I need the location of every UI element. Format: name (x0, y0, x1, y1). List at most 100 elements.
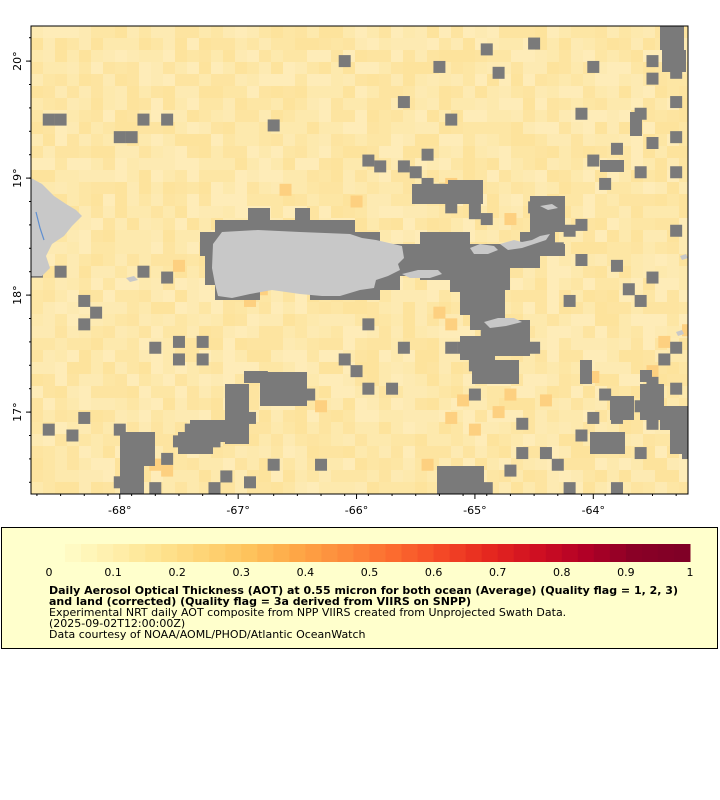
aot-pixel (295, 458, 307, 470)
aot-pixel (79, 98, 91, 110)
aot-pixel (271, 110, 283, 122)
aot-pixel (355, 422, 367, 434)
aot-pixel (343, 434, 355, 446)
aot-pixel (91, 422, 103, 434)
aot-pixel (619, 182, 631, 194)
aot-pixel (631, 242, 643, 254)
aot-pixel (535, 470, 547, 482)
aot-pixel (607, 326, 619, 338)
aot-pixel (163, 302, 175, 314)
aot-pixel (103, 50, 115, 62)
aot-pixel (679, 314, 688, 326)
aot-pixel (415, 470, 427, 482)
aot-pixel (631, 218, 643, 230)
aot-pixel (379, 290, 391, 302)
aot-pixel (547, 422, 559, 434)
aot-pixel (367, 302, 379, 314)
aot-pixel (127, 74, 139, 86)
aot-pixel (31, 170, 43, 182)
aot-pixel (295, 62, 307, 74)
colorbar-step (497, 544, 515, 562)
aot-pixel (631, 350, 643, 362)
missing-data-cell (575, 429, 588, 442)
aot-pixel (199, 26, 211, 38)
aot-pixel (571, 278, 583, 290)
aot-pixel (307, 62, 319, 74)
aot-pixel (211, 446, 223, 458)
aot-pixel (115, 230, 127, 242)
aot-pixel (631, 50, 643, 62)
aot-pixel (271, 470, 283, 482)
aot-pixel (163, 410, 175, 422)
aot-pixel (175, 146, 187, 158)
missing-data-cell (433, 60, 446, 73)
aot-pixel (355, 482, 367, 494)
aot-pixel (427, 38, 439, 50)
aot-pixel (583, 230, 595, 242)
aot-pixel (403, 122, 415, 134)
aot-pixel (415, 338, 427, 350)
aot-pixel (43, 398, 55, 410)
aot-pixel (415, 314, 427, 326)
aot-pixel (463, 218, 475, 230)
aot-pixel (79, 458, 91, 470)
aot-pixel (499, 98, 511, 110)
aot-pixel (595, 74, 607, 86)
aot-pixel (259, 422, 271, 434)
aot-high-cell (539, 394, 552, 407)
aot-pixel (139, 74, 151, 86)
aot-pixel (163, 326, 175, 338)
aot-pixel (115, 386, 127, 398)
aot-pixel (511, 98, 523, 110)
aot-pixel (211, 134, 223, 146)
aot-pixel (127, 194, 139, 206)
aot-pixel (235, 146, 247, 158)
aot-pixel (187, 362, 199, 374)
aot-pixel (355, 50, 367, 62)
aot-pixel (151, 62, 163, 74)
aot-pixel (187, 134, 199, 146)
aot-pixel (427, 386, 439, 398)
aot-pixel (331, 38, 343, 50)
aot-pixel (103, 350, 115, 362)
aot-pixel (211, 314, 223, 326)
aot-pixel (655, 230, 667, 242)
aot-pixel (391, 410, 403, 422)
aot-pixel (511, 482, 523, 494)
aot-map[interactable]: -68° -67° -66° -65° -64°20°19°18°17° (0, 0, 720, 520)
aot-pixel (415, 446, 427, 458)
aot-pixel (295, 410, 307, 422)
aot-pixel (295, 110, 307, 122)
aot-pixel (139, 194, 151, 206)
colorbar-step (385, 544, 403, 562)
aot-pixel (595, 422, 607, 434)
aot-pixel (163, 206, 175, 218)
aot-pixel (559, 362, 571, 374)
aot-pixel (319, 134, 331, 146)
aot-pixel (607, 86, 619, 98)
aot-pixel (295, 86, 307, 98)
aot-pixel (451, 146, 463, 158)
aot-pixel (511, 266, 523, 278)
aot-pixel (247, 134, 259, 146)
aot-pixel (643, 350, 655, 362)
aot-pixel (499, 182, 511, 194)
missing-data-cell (646, 137, 659, 149)
aot-pixel (139, 26, 151, 38)
aot-pixel (211, 338, 223, 350)
aot-pixel (67, 230, 79, 242)
aot-pixel (319, 314, 331, 326)
aot-pixel (343, 338, 355, 350)
aot-pixel (319, 302, 331, 314)
aot-pixel (499, 122, 511, 134)
colorbar-step (369, 544, 387, 562)
aot-pixel (427, 374, 439, 386)
aot-pixel (139, 242, 151, 254)
aot-pixel (163, 74, 175, 86)
aot-pixel (259, 302, 271, 314)
aot-pixel (43, 410, 55, 422)
aot-pixel (559, 50, 571, 62)
aot-pixel (535, 482, 547, 494)
aot-pixel (175, 302, 187, 314)
aot-pixel (415, 110, 427, 122)
